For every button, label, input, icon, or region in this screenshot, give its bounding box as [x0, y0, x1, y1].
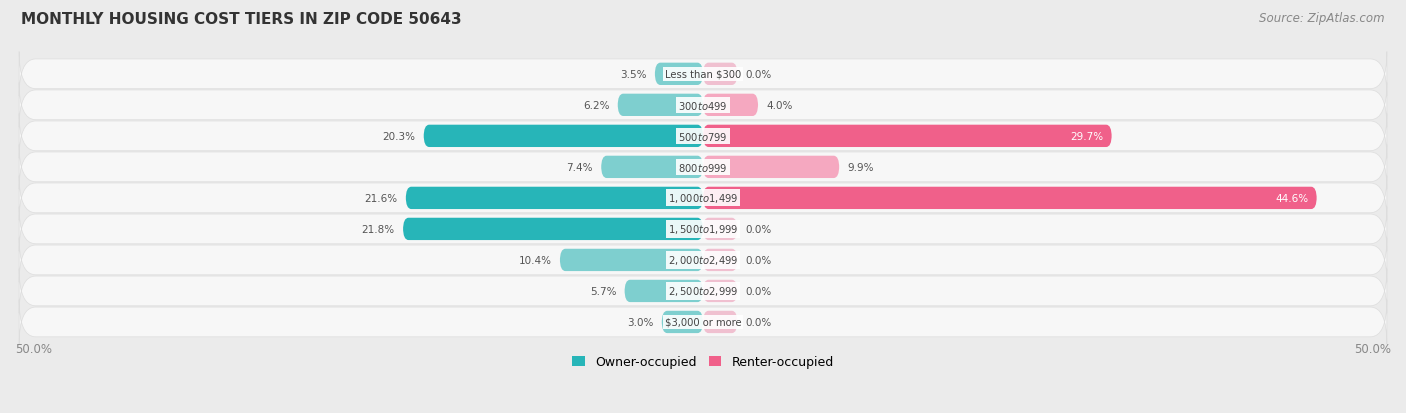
FancyBboxPatch shape	[703, 218, 737, 240]
Text: 44.6%: 44.6%	[1275, 193, 1309, 203]
Text: $1,500 to $1,999: $1,500 to $1,999	[668, 223, 738, 236]
FancyBboxPatch shape	[624, 280, 703, 302]
FancyBboxPatch shape	[560, 249, 703, 271]
FancyBboxPatch shape	[20, 52, 1386, 97]
FancyBboxPatch shape	[20, 269, 1386, 313]
Text: $2,000 to $2,499: $2,000 to $2,499	[668, 254, 738, 267]
Text: $300 to $499: $300 to $499	[678, 100, 728, 112]
Text: $2,500 to $2,999: $2,500 to $2,999	[668, 285, 738, 298]
Text: Source: ZipAtlas.com: Source: ZipAtlas.com	[1260, 12, 1385, 25]
FancyBboxPatch shape	[404, 218, 703, 240]
FancyBboxPatch shape	[703, 311, 737, 333]
FancyBboxPatch shape	[20, 238, 1386, 282]
Text: 4.0%: 4.0%	[766, 101, 793, 111]
FancyBboxPatch shape	[423, 126, 703, 148]
Text: 21.8%: 21.8%	[361, 224, 395, 234]
FancyBboxPatch shape	[662, 311, 703, 333]
Text: 0.0%: 0.0%	[745, 255, 772, 265]
Text: 29.7%: 29.7%	[1070, 131, 1104, 142]
Text: 0.0%: 0.0%	[745, 224, 772, 234]
Text: 0.0%: 0.0%	[745, 317, 772, 327]
Text: 5.7%: 5.7%	[589, 286, 616, 296]
FancyBboxPatch shape	[617, 95, 703, 117]
Text: 0.0%: 0.0%	[745, 286, 772, 296]
Text: 3.0%: 3.0%	[627, 317, 654, 327]
FancyBboxPatch shape	[20, 145, 1386, 190]
FancyBboxPatch shape	[703, 249, 737, 271]
FancyBboxPatch shape	[20, 83, 1386, 128]
FancyBboxPatch shape	[20, 114, 1386, 159]
Text: $3,000 or more: $3,000 or more	[665, 317, 741, 327]
FancyBboxPatch shape	[703, 64, 737, 86]
Text: 0.0%: 0.0%	[745, 70, 772, 80]
FancyBboxPatch shape	[703, 187, 1316, 209]
Text: $800 to $999: $800 to $999	[678, 161, 728, 173]
FancyBboxPatch shape	[20, 300, 1386, 344]
Text: 50.0%: 50.0%	[15, 342, 52, 355]
FancyBboxPatch shape	[406, 187, 703, 209]
Text: 6.2%: 6.2%	[583, 101, 609, 111]
FancyBboxPatch shape	[655, 64, 703, 86]
Text: 10.4%: 10.4%	[519, 255, 551, 265]
Text: 50.0%: 50.0%	[1354, 342, 1391, 355]
FancyBboxPatch shape	[20, 176, 1386, 221]
FancyBboxPatch shape	[703, 126, 1112, 148]
Text: $500 to $799: $500 to $799	[678, 131, 728, 142]
Text: 7.4%: 7.4%	[567, 162, 593, 173]
FancyBboxPatch shape	[20, 207, 1386, 252]
FancyBboxPatch shape	[602, 157, 703, 178]
Text: 3.5%: 3.5%	[620, 70, 647, 80]
Legend: Owner-occupied, Renter-occupied: Owner-occupied, Renter-occupied	[568, 351, 838, 373]
Text: 21.6%: 21.6%	[364, 193, 398, 203]
FancyBboxPatch shape	[703, 95, 758, 117]
Text: $1,000 to $1,499: $1,000 to $1,499	[668, 192, 738, 205]
FancyBboxPatch shape	[703, 157, 839, 178]
Text: 9.9%: 9.9%	[848, 162, 875, 173]
Text: MONTHLY HOUSING COST TIERS IN ZIP CODE 50643: MONTHLY HOUSING COST TIERS IN ZIP CODE 5…	[21, 12, 461, 27]
Text: Less than $300: Less than $300	[665, 70, 741, 80]
Text: 20.3%: 20.3%	[382, 131, 415, 142]
FancyBboxPatch shape	[703, 280, 737, 302]
